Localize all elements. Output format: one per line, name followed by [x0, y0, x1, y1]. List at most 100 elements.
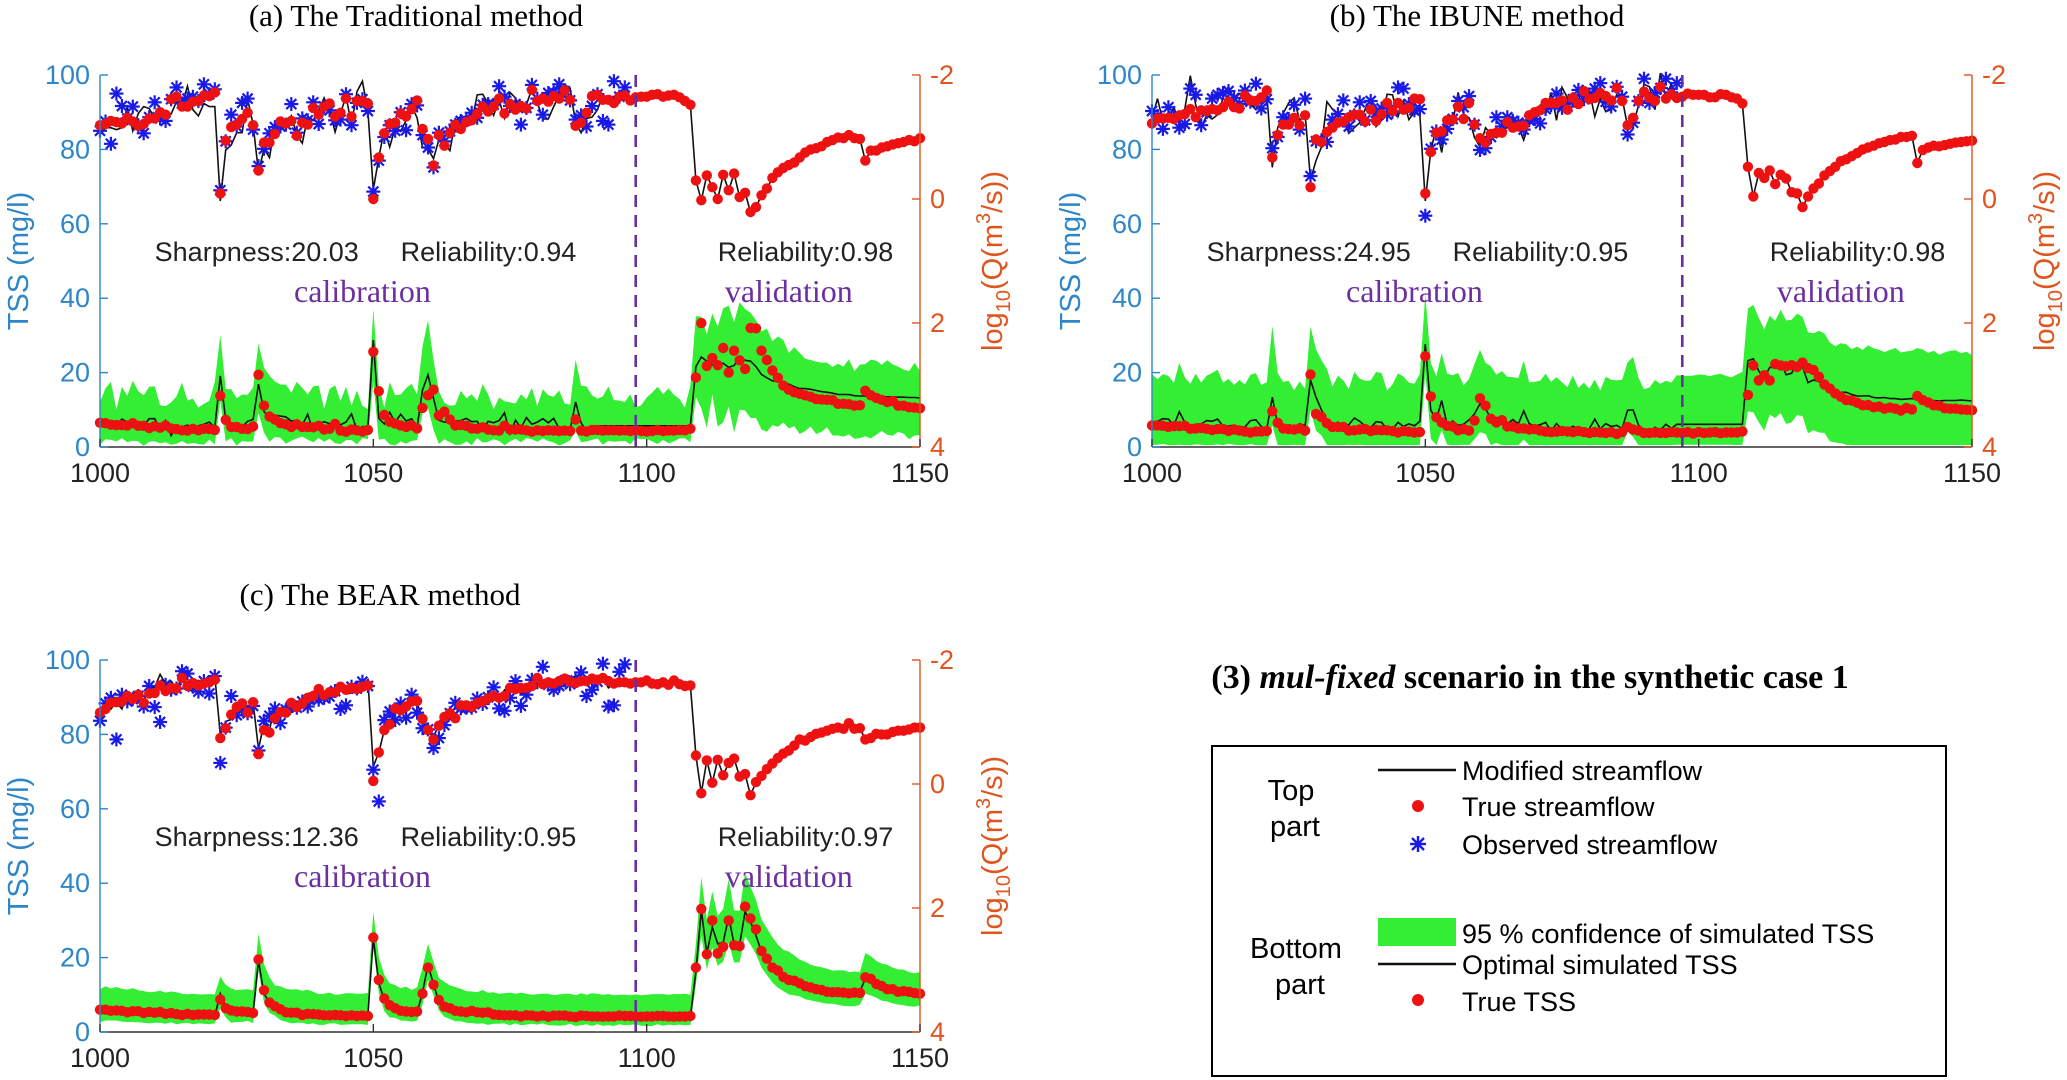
- legend-symbol-true-tss: [1412, 994, 1424, 1006]
- panel-a-tss-true-point: [564, 425, 576, 437]
- panel-c-y2-label-end: /s)): [977, 756, 1009, 798]
- panel-a-streamflow-true-point: [488, 101, 499, 112]
- panel-c-streamflow-observed-point: [617, 657, 632, 672]
- panel-c-y2-tick-label: 4: [930, 1017, 945, 1047]
- panel-c-streamflow-true-point: [226, 709, 237, 720]
- panel-b-streamflow-true-point: [1606, 95, 1617, 106]
- legend-bottom-group-label: Bottom part: [1250, 933, 1350, 1001]
- panel-c-streamflow-observed-point-d2: [340, 699, 352, 712]
- panel-c-streamflow-true-point: [138, 697, 149, 708]
- panel-a-streamflow-true-point: [554, 93, 565, 104]
- panel-a-streamflow-true-point: [340, 93, 352, 104]
- panel-c-y-tick-label: 40: [60, 868, 90, 898]
- panel-b-streamflow-true-point: [1452, 101, 1464, 112]
- panel-b-streamflow-observed-point-d2: [1266, 142, 1279, 155]
- panel-b-streamflow-observed-point: [1287, 97, 1302, 112]
- panel-c-streamflow-true-point: [368, 775, 379, 787]
- panel-c-streamflow-observed-point-d2: [301, 700, 314, 713]
- panel-a-tss-true-point: [696, 317, 707, 329]
- panel-b-y-tick-label: 80: [1112, 134, 1142, 164]
- panel-a-tss-true-point: [570, 414, 581, 425]
- panel-c-streamflow-true-point: [690, 750, 702, 761]
- legend: Top part Bottom part Modified streamflow…: [1211, 745, 1947, 1077]
- panel-c-y2-label-mid: (Q(m: [977, 809, 1009, 875]
- panel-a-streamflow-observed-point-d2: [553, 78, 566, 91]
- legend-label-confidence-band: 95 % confidence of simulated TSS: [1462, 919, 1874, 949]
- legend-label-optimal-tss: Optimal simulated TSS: [1462, 950, 1738, 980]
- panel-b-streamflow-observed-point-d2: [1184, 82, 1197, 95]
- panel-c-tss-true-point: [745, 913, 756, 924]
- panel-b-y-tick-label: 60: [1112, 209, 1142, 239]
- panel-a-streamflow-true-point: [335, 107, 346, 119]
- panel-c-sharpness-text: Sharpness:12.36: [155, 822, 359, 852]
- panel-a-streamflow-true-point: [411, 95, 423, 106]
- panel-b-streamflow-true-point: [1797, 201, 1808, 213]
- panel-b-streamflow-observed-point-d2: [1157, 123, 1169, 135]
- panel-b-streamflow-observed-point: [1658, 71, 1673, 86]
- panel-c-streamflow-observed-point-d2: [504, 691, 516, 704]
- panel-c-x-tick-label: 1050: [343, 1043, 403, 1073]
- panel-b-y2-tick-label: 2: [1982, 308, 1997, 338]
- panel-a-sharpness-text: Sharpness:20.03: [155, 237, 359, 267]
- panel-b-streamflow-true-point: [1742, 161, 1754, 172]
- panel-a-streamflow-true-point: [406, 103, 417, 115]
- panel-a-streamflow-true-point: [362, 98, 374, 109]
- panel-c-tss-true-point: [734, 940, 745, 952]
- panel-b-streamflow-true-point: [1365, 104, 1376, 115]
- panel-b-streamflow-observed-point: [1248, 76, 1263, 91]
- panel-c-streamflow-observed-point-d2: [154, 716, 166, 728]
- panel-a-streamflow-observed-point-d2: [148, 96, 161, 109]
- panel-a-x-tick-label: 1000: [70, 458, 130, 488]
- panel-c-streamflow-observed-point-d2: [225, 690, 238, 702]
- panel-b-streamflow-true-point: [1802, 191, 1814, 202]
- panel-a-streamflow-true-point: [444, 127, 456, 138]
- panel-c-streamflow-true-point: [362, 680, 374, 691]
- panel-c-streamflow-observed-point-d2: [378, 714, 391, 726]
- panel-b-streamflow-true-point: [1496, 127, 1508, 138]
- panel-a-y2-label-sub: 10: [993, 290, 1015, 312]
- panel-b-streamflow-observed-point-d2: [1255, 102, 1268, 115]
- panel-a-tss-true-point: [854, 400, 866, 411]
- panel-a-y2-label-base: log: [977, 312, 1009, 351]
- panel-a-streamflow-observed-point-d2: [198, 78, 210, 91]
- panel-b-streamflow-true-point: [1299, 110, 1311, 121]
- panel-c-y2-tick-label: -2: [930, 645, 954, 675]
- panel-a-validation-label: validation: [725, 273, 853, 309]
- panel-b-tss-true-point: [1480, 400, 1491, 411]
- panel-b-streamflow-true-point: [1518, 120, 1529, 131]
- panel-c-streamflow-true-point: [499, 690, 510, 702]
- panel-b-y-tick-label: 100: [1097, 60, 1142, 90]
- panel-b-streamflow-observed-point-d2: [1594, 77, 1607, 89]
- legend-symbol-confidence-band: [1378, 918, 1456, 946]
- panel-c-streamflow-true-point: [253, 749, 264, 760]
- panel-c-tss-true-point: [756, 945, 767, 957]
- figure-caption-italic: mul-fixed: [1259, 659, 1396, 696]
- panel-c-tss-true-point: [215, 994, 226, 1005]
- panel-a-tss-confidence-band: [100, 302, 920, 446]
- panel-a-streamflow-true-point: [690, 175, 702, 186]
- panel-b-tss-true-point: [1305, 369, 1316, 380]
- panel-b-tss-true-point: [1764, 375, 1775, 386]
- panel-b-reliability-val-text: Reliability:0.98: [1770, 237, 1946, 267]
- panel-c-streamflow-observed-point-d2: [515, 700, 527, 712]
- panel-c-streamflow-observed-point-d2: [416, 722, 429, 735]
- panel-c-streamflow-observed-point-d2: [613, 665, 626, 678]
- panel-a-streamflow-true-point: [701, 170, 712, 181]
- panel-a-tss-true-point: [258, 400, 270, 411]
- panel-b-streamflow-observed-point-d2: [1414, 103, 1426, 115]
- panel-b-title: (b) The IBUNE method: [1330, 0, 1625, 33]
- panel-c-tss-true-point: [368, 932, 379, 943]
- panel-c-streamflow-true-point: [133, 689, 144, 700]
- panel-c-streamflow-true-point: [264, 727, 275, 738]
- panel-c-streamflow-observed-point: [497, 703, 512, 718]
- panel-b-streamflow-observed-point: [1188, 87, 1203, 102]
- panel-c-x-tick-label: 1000: [70, 1043, 130, 1073]
- panel-c-tss-true-point: [718, 941, 729, 952]
- panel-b-calibration-label: calibration: [1346, 273, 1483, 309]
- panel-b-streamflow-true-point: [1627, 112, 1639, 124]
- panel-a-streamflow-true-point: [575, 117, 587, 128]
- panel-b-streamflow-observed-point: [1412, 102, 1427, 117]
- panel-a-streamflow-true-point: [160, 109, 171, 120]
- panel-c-streamflow-true-point: [384, 719, 395, 730]
- panel-b-tss-true-point: [1742, 389, 1754, 401]
